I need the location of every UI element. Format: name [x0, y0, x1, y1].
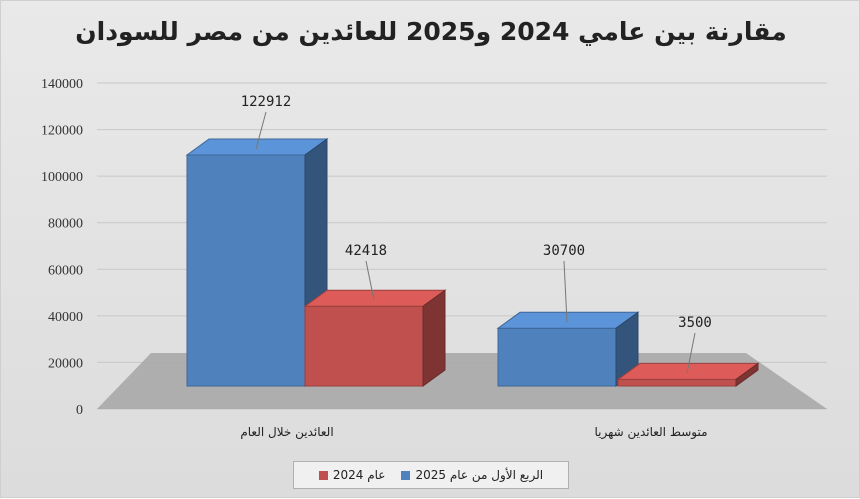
y-tick-label: 60000	[48, 263, 83, 278]
y-tick-label: 20000	[48, 356, 83, 371]
y-tick-label: 100000	[41, 170, 83, 185]
data-label-leader	[563, 260, 568, 323]
bar	[617, 378, 737, 387]
legend-item-series-1: الربع الأول من عام 2025	[401, 468, 543, 482]
data-label: 42418	[345, 243, 387, 259]
legend: الربع الأول من عام 2025 عام 2024	[293, 461, 569, 489]
x-category-label: العائدين خلال العام	[240, 425, 333, 440]
data-label: 122912	[241, 94, 292, 110]
data-label-leader	[686, 332, 696, 374]
legend-label-series-2: عام 2024	[332, 468, 386, 482]
bar-side-face	[422, 289, 446, 387]
data-label-leader	[365, 260, 375, 301]
y-tick-label: 80000	[48, 217, 83, 232]
data-label: 30700	[543, 243, 585, 259]
bar-top-face	[303, 289, 447, 307]
y-tick-label: 140000	[41, 77, 83, 92]
bar-top-face	[496, 311, 640, 329]
bar	[186, 154, 306, 387]
legend-item-series-2: عام 2024	[318, 468, 386, 482]
legend-swatch-series-2	[318, 470, 328, 480]
bar-side-face	[735, 362, 759, 387]
legend-swatch-series-1	[401, 470, 411, 480]
data-label-leader	[255, 111, 267, 150]
bar	[497, 327, 617, 387]
bar	[304, 305, 424, 387]
y-tick-label: 0	[76, 403, 83, 418]
chart-title: مقارنة بين عامي 2024 و2025 للعائدين من م…	[75, 17, 787, 46]
y-tick-label: 120000	[41, 124, 83, 139]
x-category-label: متوسط العائدين شهريا	[594, 425, 707, 440]
data-label: 3500	[678, 315, 712, 331]
legend-label-series-1: الربع الأول من عام 2025	[415, 468, 544, 482]
y-tick-label: 40000	[48, 310, 83, 325]
